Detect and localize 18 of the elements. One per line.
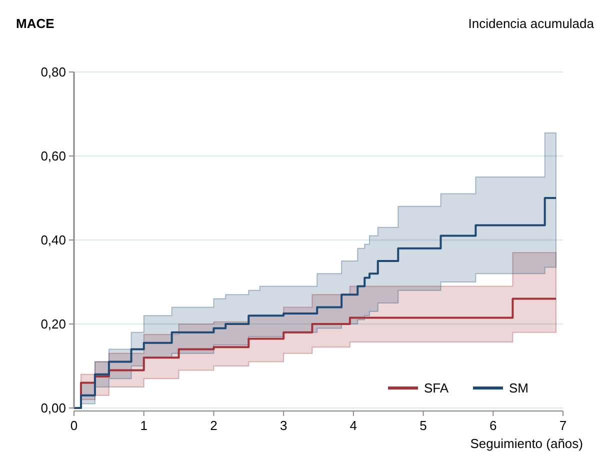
x-tick-label: 2 bbox=[210, 418, 218, 433]
x-tick-label: 0 bbox=[70, 418, 78, 433]
x-tick-label: 4 bbox=[350, 418, 358, 433]
y-tick-label: 0,00 bbox=[40, 400, 66, 416]
x-tick-label: 3 bbox=[280, 418, 288, 433]
legend-label: SFA bbox=[424, 380, 449, 396]
x-tick-label: 1 bbox=[140, 418, 148, 433]
y-tick-label: 0,80 bbox=[40, 64, 66, 80]
y-tick-label: 0,60 bbox=[40, 148, 66, 164]
x-tick-label: 6 bbox=[490, 418, 497, 433]
chart-title: MACE bbox=[16, 16, 55, 31]
x-axis-title: Seguimiento (años) bbox=[470, 436, 583, 451]
x-tick-label: 5 bbox=[420, 418, 427, 433]
chart-subtitle: Incidencia acumulada bbox=[468, 16, 595, 31]
y-tick-label: 0,20 bbox=[40, 316, 66, 332]
y-tick-label: 0,40 bbox=[40, 232, 66, 248]
legend-label: SM bbox=[509, 380, 528, 396]
x-tick-label: 7 bbox=[559, 418, 567, 433]
